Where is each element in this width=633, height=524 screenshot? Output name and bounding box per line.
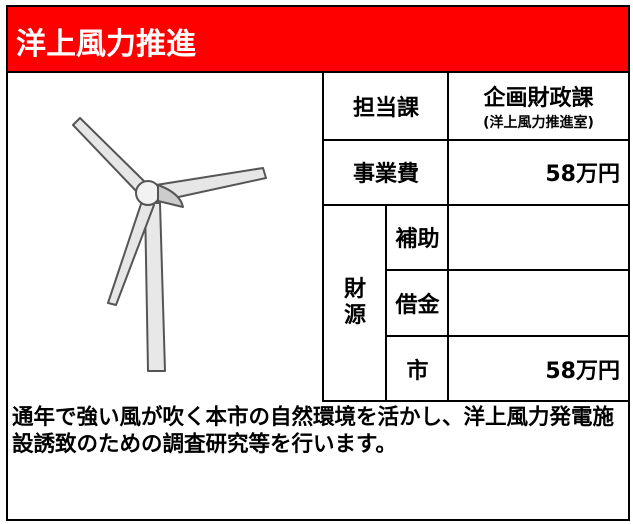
description: 通年で強い風が吹く本市の自然環境を活かし、洋上風力発電施設誘致のための調査研究等… — [12, 404, 626, 458]
page: 洋上風力推進 担当課 企画財政課 (洋上風力推進室) 事業費 58万円 財源 補… — [0, 0, 633, 524]
cost: 58万円 — [447, 140, 628, 206]
funding-label-cell: 財源 — [322, 205, 386, 402]
header-title: 洋上風力推進 — [16, 19, 196, 63]
wind-turbine-illustration — [8, 73, 322, 402]
cost-label: 事業費 — [322, 140, 448, 206]
funding-source-value: 58万円 — [447, 337, 628, 402]
funding-source-label: 補助 — [385, 205, 448, 271]
department: 企画財政課 — [483, 80, 593, 112]
funding-source-label: 市 — [385, 337, 448, 402]
funding-source-value — [447, 271, 628, 337]
funding-source-value — [447, 205, 628, 271]
department-cell: 企画財政課 (洋上風力推進室) — [447, 73, 628, 141]
funding-label: 財源 — [343, 277, 367, 329]
department-sub: (洋上風力推進室) — [483, 112, 594, 132]
card: 洋上風力推進 担当課 企画財政課 (洋上風力推進室) 事業費 58万円 財源 補… — [6, 5, 630, 521]
header: 洋上風力推進 — [8, 7, 628, 73]
department-label: 担当課 — [322, 73, 448, 141]
funding-source-label: 借金 — [385, 271, 448, 337]
